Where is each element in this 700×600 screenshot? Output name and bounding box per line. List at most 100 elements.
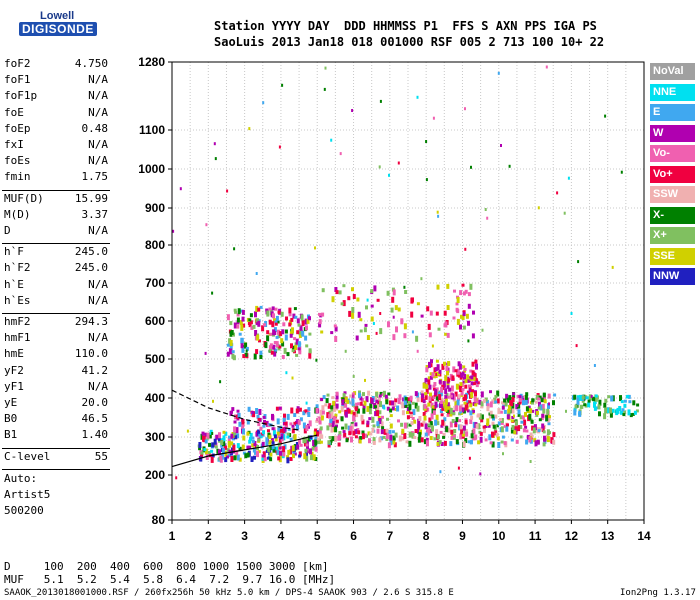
data-point [335,419,339,423]
data-point [417,424,421,431]
data-point [449,413,453,417]
data-point [416,396,420,402]
data-point [422,412,426,416]
data-point [439,390,443,397]
data-point [261,325,265,332]
data-point [295,408,299,414]
data-point [408,423,412,427]
data-point [233,455,237,461]
data-point [403,422,407,429]
legend-item-noval: NoVal [650,63,695,80]
data-point [535,394,539,400]
data-point [443,310,447,316]
data-point [411,330,414,334]
data-point [231,350,235,354]
data-point [456,399,460,406]
data-point [394,432,398,438]
param-hf: h`F 245.0 [4,245,108,261]
data-point [443,417,447,422]
data-point [440,442,444,446]
data-point [250,325,254,330]
param-foep: foEp 0.48 [4,122,108,138]
param-separator [2,447,110,449]
data-point [389,434,393,441]
data-point [261,457,265,461]
data-point [274,322,278,326]
data-point [488,434,492,441]
data-point [297,323,301,327]
param-key: foE [4,105,24,119]
data-point [444,375,448,382]
data-point [478,399,482,405]
data-point [293,413,297,417]
data-point [238,446,242,451]
data-point [445,426,449,433]
param-key: yF1 [4,379,24,393]
y-tick-label: 500 [145,352,165,366]
data-point [464,384,468,389]
data-point [266,310,270,317]
data-point [410,414,413,418]
data-point [245,349,248,353]
data-point [552,432,556,438]
data-point [213,142,216,146]
data-point [611,265,614,269]
data-point [604,114,607,118]
data-point [520,399,524,404]
data-point [488,413,492,419]
data-point [266,335,270,342]
data-point [234,435,238,440]
data-point [432,410,436,415]
data-point [293,337,297,341]
data-point [422,399,426,404]
data-point [459,433,463,440]
data-point [335,403,339,409]
data-point [543,399,547,404]
data-point [230,330,234,335]
param-b1: B1 1.40 [4,428,108,444]
data-point [391,406,395,411]
data-point [545,65,548,69]
data-point [529,408,533,414]
data-point [320,330,324,334]
data-point [368,408,372,415]
data-point [246,452,250,458]
data-point [470,433,474,439]
data-point [506,397,510,403]
data-point [468,456,471,460]
data-point [279,428,283,433]
param-hmf2: hmF2 294.3 [4,315,108,331]
data-point [453,406,457,411]
x-tick-label: 12 [565,529,579,543]
data-point [431,405,435,409]
data-point [450,385,454,392]
data-point [462,407,466,414]
data-point [444,402,448,409]
data-point [288,313,292,317]
x-tick-label: 14 [637,529,651,543]
data-point [420,422,424,427]
data-point [257,320,261,327]
data-point [335,391,339,396]
data-point [356,297,360,302]
data-point [379,401,382,408]
data-point [420,396,424,403]
data-point [301,330,305,337]
data-point [538,401,541,407]
data-point [282,451,286,457]
data-point [522,400,525,406]
data-point [434,367,438,372]
data-point [356,408,360,414]
data-point [460,372,464,378]
data-point [331,396,335,400]
data-point [333,405,336,412]
data-point [211,432,214,435]
data-point [298,407,302,412]
data-point [524,395,528,400]
data-point [576,399,580,405]
data-point [277,442,281,447]
data-point [449,373,453,380]
data-point [598,411,601,417]
data-point [366,298,369,302]
data-point [426,440,429,447]
